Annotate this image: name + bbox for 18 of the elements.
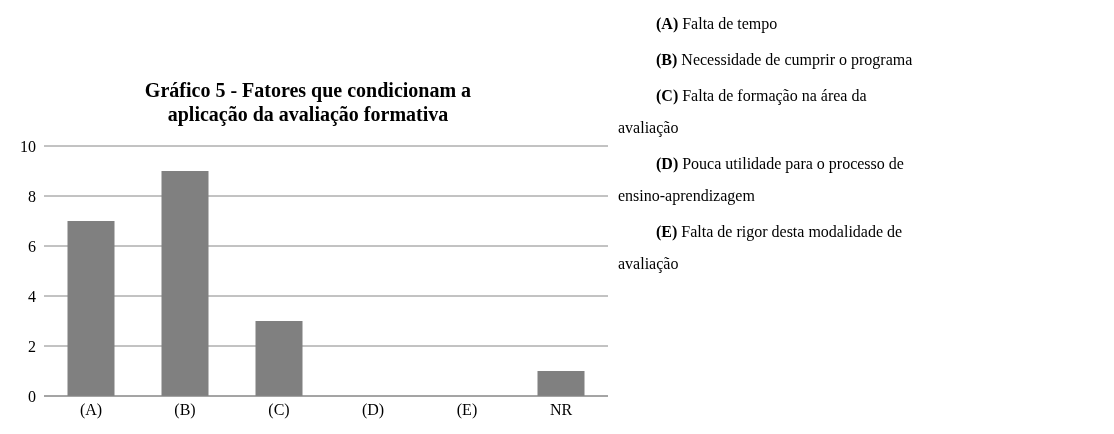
x-tick-label: (D): [361, 401, 385, 420]
y-tick-label: 2: [28, 337, 36, 355]
text: (D) Pouca utilidade para o processo de ensino-aprendizagem: [618, 154, 905, 207]
y-tick-label: 10: [20, 137, 36, 155]
text: (C) Falta de formação na área da avaliação: [618, 86, 868, 139]
text: (B) Necessidade de cumprir o programa: [655, 50, 914, 71]
chart-title: Gráfico 5 - Fatores que condicionam a aplicação da avaliação formativa: [143, 78, 473, 126]
x-tick-label: (C): [268, 401, 290, 420]
y-tick-label: 6: [28, 237, 36, 255]
y-tick-label: 0: [28, 387, 36, 405]
y-tick-label: 8: [28, 187, 36, 205]
text: (A) Falta de tempo: [655, 14, 779, 35]
y-tick-label: 4: [28, 287, 36, 305]
text: (E) Falta de rigor desta modalidade de avaliação: [618, 222, 904, 275]
x-tick-label: NR: [549, 401, 573, 419]
x-tick-label: (A): [79, 401, 103, 420]
x-tick-label: (B): [174, 401, 196, 420]
x-tick-label: (E): [456, 401, 478, 420]
